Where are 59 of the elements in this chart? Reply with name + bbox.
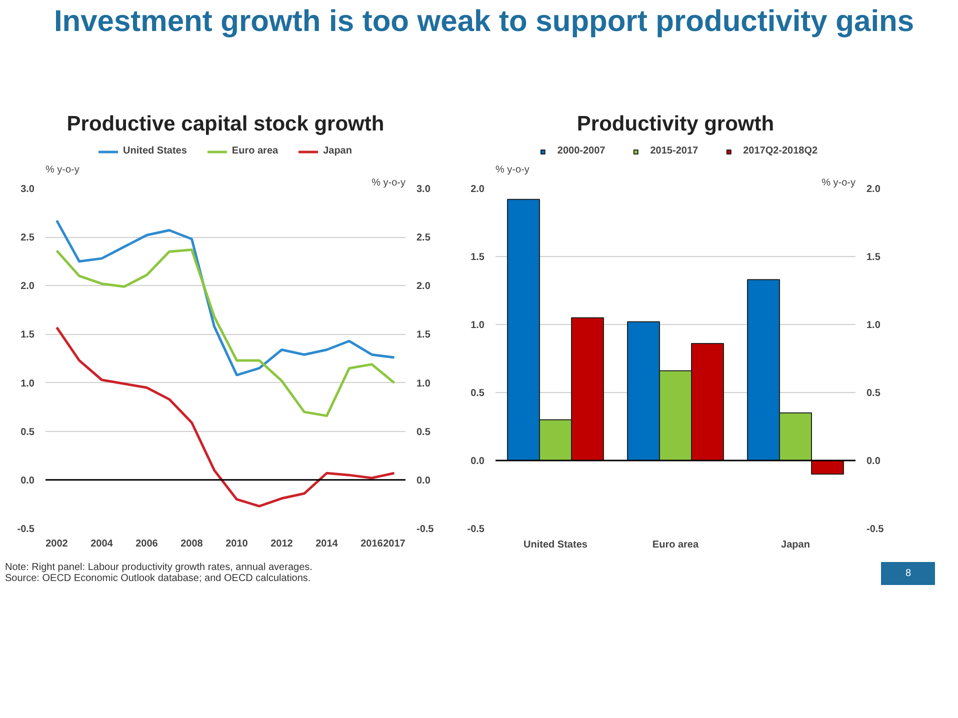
y-tick-label: 2.5 xyxy=(20,232,35,244)
y-tick-label: 2.0 xyxy=(20,281,35,292)
y-tick-label: -0.5 xyxy=(467,524,485,535)
y-tick-label: 0.5 xyxy=(20,426,35,438)
y-axis-title: % y-o-y xyxy=(496,164,530,176)
y2-axis-title: % y-o-y xyxy=(372,178,406,188)
text: Investment growth is too weak to support productivity gains xyxy=(52,5,916,40)
chart-title: Productivity growth xyxy=(576,112,774,136)
legend-label: Japan xyxy=(323,146,352,156)
x-tick-label: 2010 xyxy=(226,538,248,550)
x-tick-label: 2014 xyxy=(316,538,338,550)
y2-tick-label: -0.5 xyxy=(416,524,434,535)
line-series xyxy=(56,326,396,508)
y-tick-label: 1.0 xyxy=(470,320,485,331)
legend-label: United States xyxy=(123,146,187,156)
y-tick-label: 3.0 xyxy=(20,184,35,195)
y2-tick-label: 0.0 xyxy=(416,475,431,486)
y2-tick-label: 1.5 xyxy=(866,252,881,263)
line-series xyxy=(56,219,396,376)
y2-tick-label: 3.0 xyxy=(416,184,431,195)
chart-title: Productive capital stock growth xyxy=(66,112,384,136)
y-tick-label: 1.5 xyxy=(20,330,35,341)
x-tick-label: United States xyxy=(524,540,588,550)
y-tick-label: 0.0 xyxy=(470,456,485,467)
x-tick-label: Euro area xyxy=(652,540,700,550)
y2-tick-label: 1.0 xyxy=(866,320,881,331)
y2-tick-label: 2.0 xyxy=(866,184,881,195)
legend-label: 2017Q2-2018Q2 xyxy=(743,146,818,156)
legend-label: 2000-2007 xyxy=(557,146,606,156)
x-tick-label: 2006 xyxy=(136,538,158,550)
y2-tick-label: 1.0 xyxy=(416,378,431,390)
legend-label: Euro area xyxy=(232,146,278,156)
x-tick-label: 2004 xyxy=(90,538,114,550)
y2-tick-label: -0.5 xyxy=(866,524,884,535)
x-tick-label: 2016 xyxy=(360,538,384,550)
y-tick-label: 1.0 xyxy=(20,378,35,390)
y2-tick-label: 1.5 xyxy=(416,330,431,341)
y2-tick-label: 2.0 xyxy=(416,281,431,292)
x-tick-label: 2008 xyxy=(180,538,204,550)
text: Note: Right panel: Labour productivity growth rates, annual averages. xyxy=(5,562,312,573)
y-tick-label: 2.0 xyxy=(470,184,485,195)
y-tick-label: -0.5 xyxy=(17,524,35,535)
legend-label: 2015-2017 xyxy=(650,146,698,156)
x-tick-label: 2017 xyxy=(383,538,406,550)
x-tick-label: 2012 xyxy=(270,538,294,550)
x-tick-label: Japan xyxy=(781,540,810,550)
y2-axis-title: % y-o-y xyxy=(822,178,856,188)
y-tick-label: 0.0 xyxy=(20,475,35,486)
y-tick-label: 1.5 xyxy=(470,252,485,263)
y2-tick-label: 0.5 xyxy=(866,388,881,399)
x-tick-label: 2002 xyxy=(46,538,68,550)
text: 8 xyxy=(881,562,935,585)
y-axis-title: % y-o-y xyxy=(46,164,80,176)
source-note: Source: OECD Economic Outlook database; and OECD calculations. xyxy=(5,573,312,584)
y2-tick-label: 0.0 xyxy=(866,456,881,467)
y2-tick-label: 2.5 xyxy=(416,232,431,244)
y-tick-label: 0.5 xyxy=(470,388,485,399)
y2-tick-label: 0.5 xyxy=(416,426,431,438)
line-series xyxy=(56,248,396,418)
